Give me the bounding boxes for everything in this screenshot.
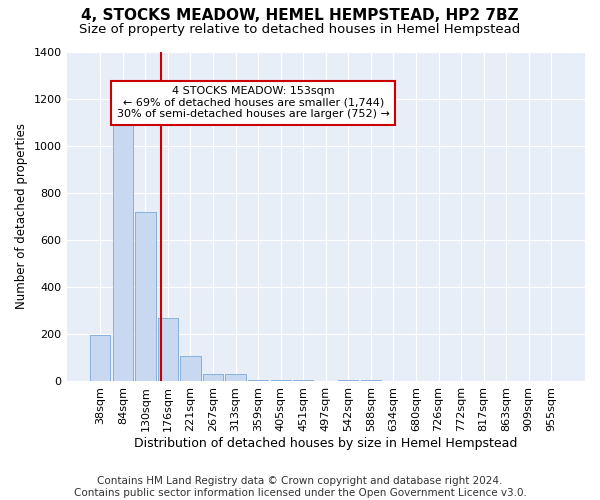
Bar: [271, 380, 291, 382]
Text: Size of property relative to detached houses in Hemel Hempstead: Size of property relative to detached ho…: [79, 22, 521, 36]
Text: 4 STOCKS MEADOW: 153sqm
← 69% of detached houses are smaller (1,744)
30% of semi: 4 STOCKS MEADOW: 153sqm ← 69% of detache…: [117, 86, 389, 120]
Bar: [338, 380, 358, 382]
Bar: [248, 380, 268, 382]
Bar: [135, 212, 155, 382]
Text: 4, STOCKS MEADOW, HEMEL HEMPSTEAD, HP2 7BZ: 4, STOCKS MEADOW, HEMEL HEMPSTEAD, HP2 7…: [81, 8, 519, 22]
Bar: [113, 110, 133, 382]
Bar: [158, 318, 178, 382]
Bar: [361, 380, 381, 382]
Bar: [181, 356, 200, 382]
Bar: [203, 374, 223, 382]
Bar: [90, 336, 110, 382]
Bar: [226, 374, 246, 382]
Bar: [293, 380, 313, 382]
Y-axis label: Number of detached properties: Number of detached properties: [15, 124, 28, 310]
Text: Contains HM Land Registry data © Crown copyright and database right 2024.
Contai: Contains HM Land Registry data © Crown c…: [74, 476, 526, 498]
X-axis label: Distribution of detached houses by size in Hemel Hempstead: Distribution of detached houses by size …: [134, 437, 517, 450]
